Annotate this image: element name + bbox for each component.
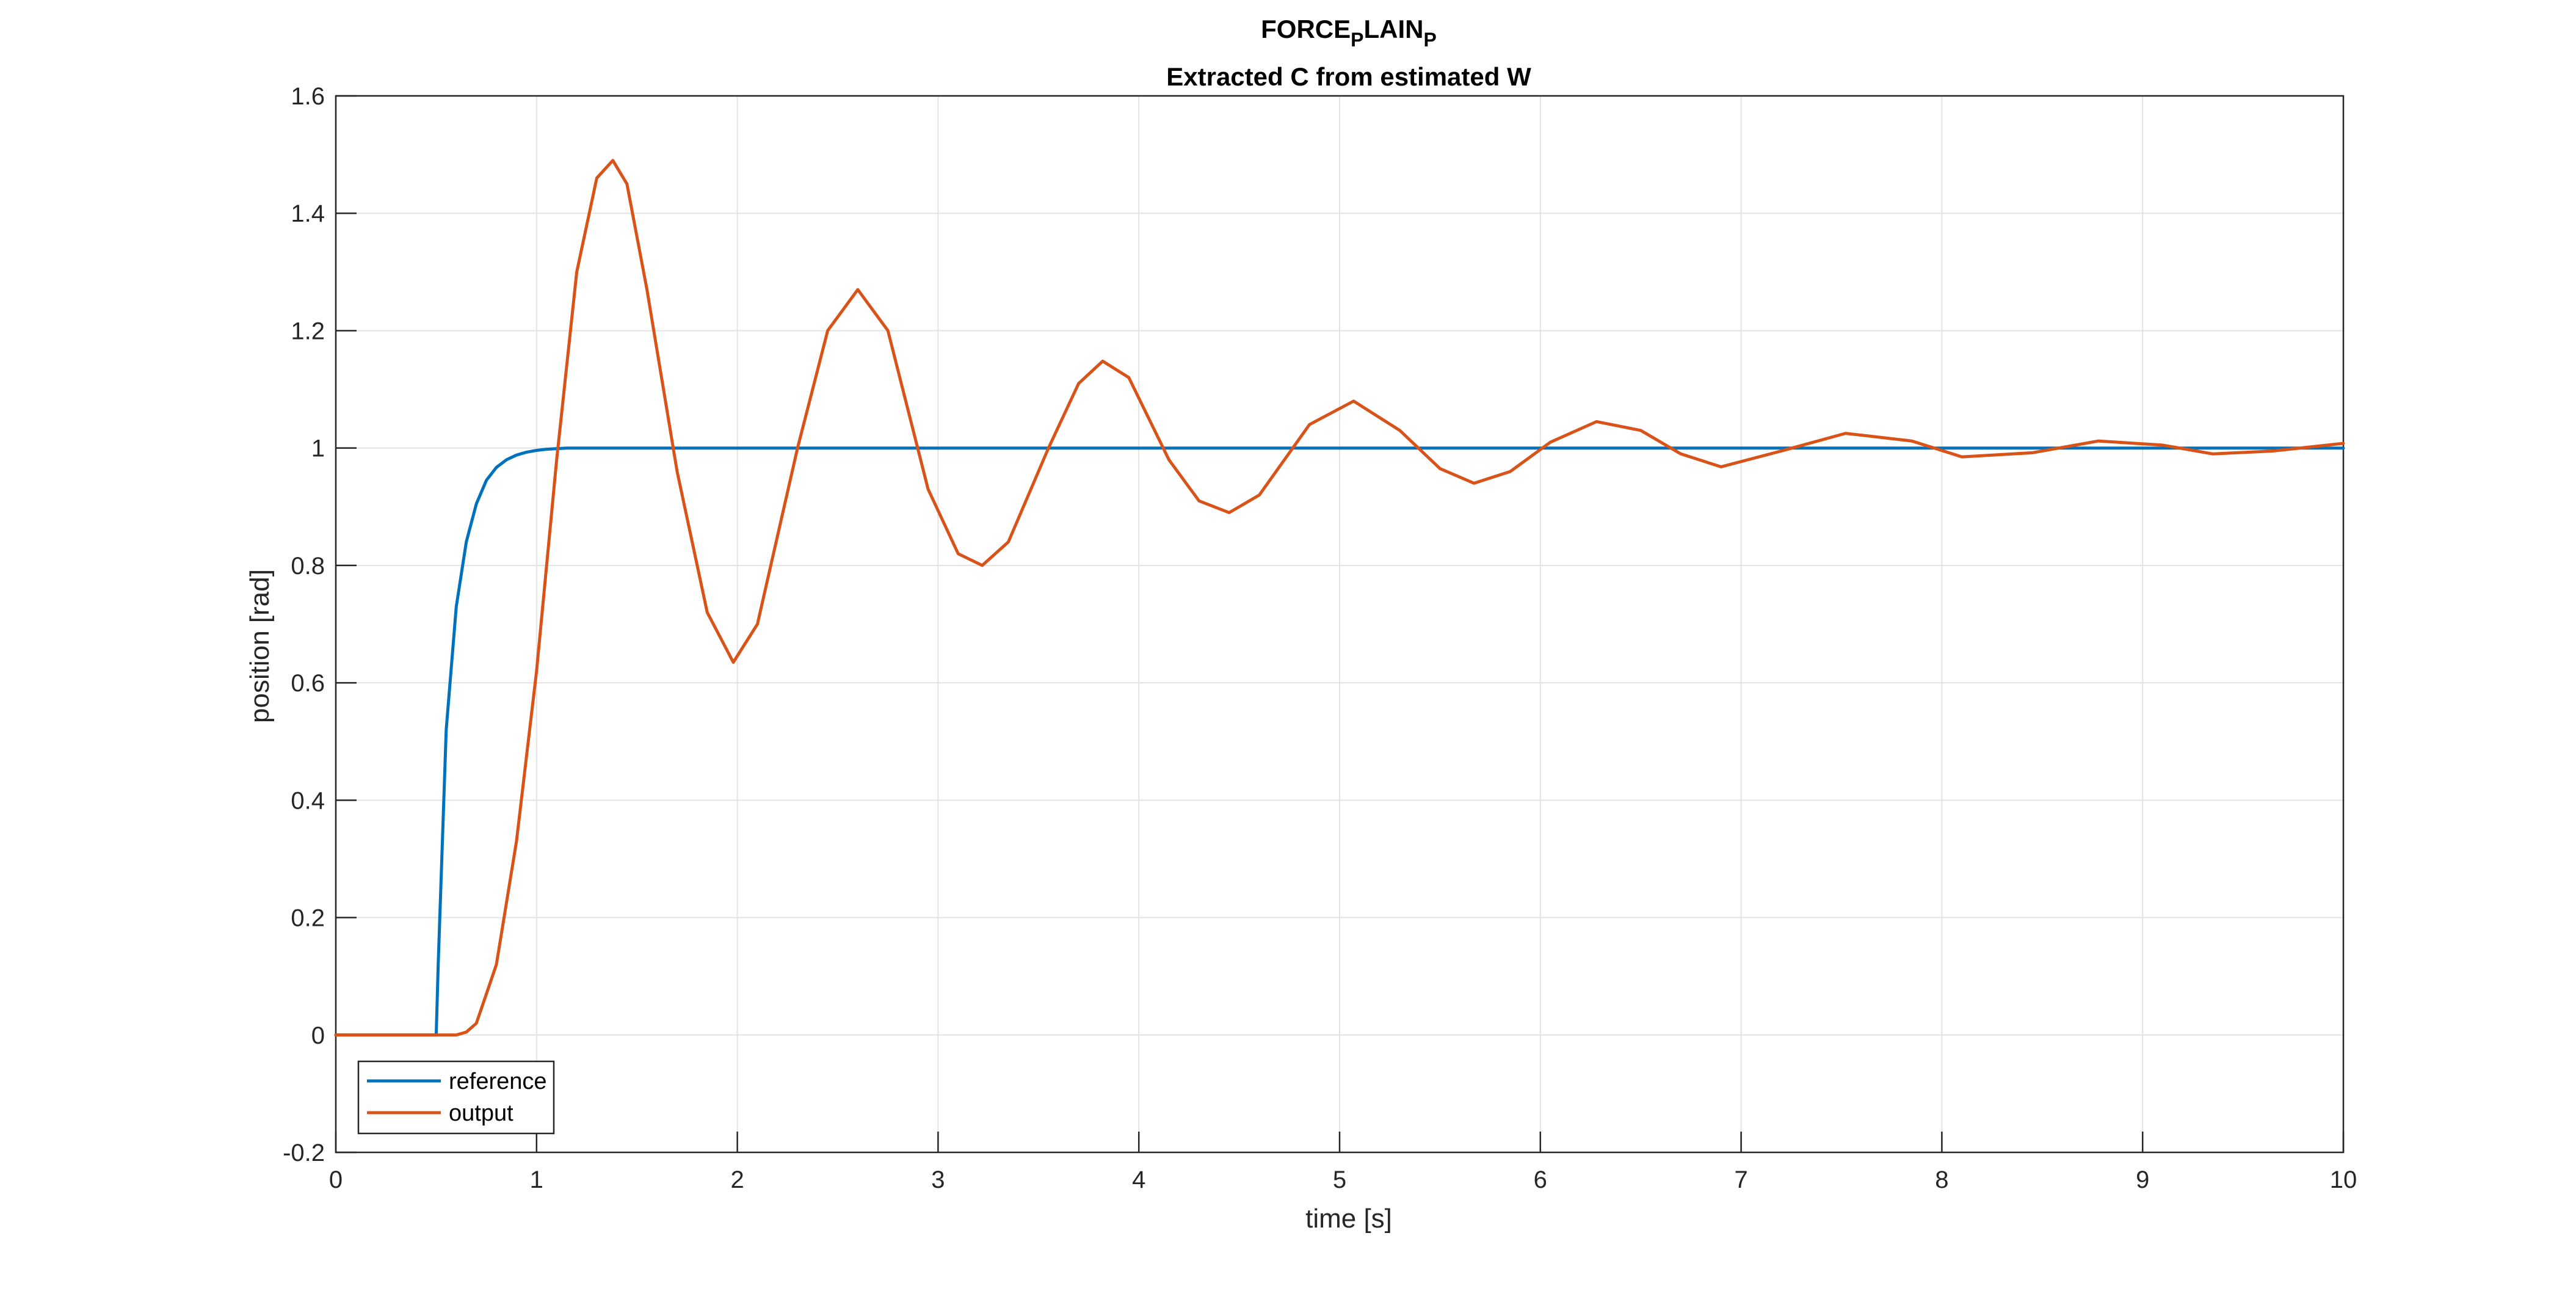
x-tick-label: 0 (329, 1166, 343, 1193)
y-tick-label: 0.8 (291, 553, 325, 580)
title-subscript-1: P (1351, 29, 1363, 51)
axis-ticks: 0 1 2 3 4 5 6 7 8 9 10-0.200.20.40.60.811.21.41.6 (283, 83, 2357, 1193)
x-tick-label: 3 (931, 1166, 945, 1193)
y-tick-label: 1.4 (291, 200, 325, 227)
series-line-reference (334, 446, 2345, 1037)
x-tick-label: 1 (530, 1166, 543, 1193)
x-tick-label: 9 (2136, 1166, 2149, 1193)
legend-box (357, 1060, 555, 1135)
y-axis-label: position [rad] (245, 569, 275, 723)
x-tick-label: 6 (1534, 1166, 1547, 1193)
title-subscript-2: P (1424, 29, 1437, 51)
y-tick-label: 1.2 (291, 318, 325, 344)
x-tick-label: 8 (1935, 1166, 1948, 1193)
x-tick-label: 5 (1333, 1166, 1346, 1193)
grid (335, 95, 2344, 1153)
legend-label-reference: reference (449, 1069, 547, 1094)
x-tick-label: 4 (1132, 1166, 1145, 1193)
y-tick-label: 0.6 (291, 670, 325, 697)
y-tick-label: 0 (311, 1022, 325, 1049)
y-tick-label: -0.2 (283, 1140, 325, 1166)
x-tick-label: 2 (730, 1166, 744, 1193)
y-tick-label: 0.4 (291, 787, 325, 814)
legend-label-output: output (449, 1100, 513, 1126)
title-part-main: FORCE (1261, 15, 1351, 43)
y-tick-label: 0.2 (291, 905, 325, 932)
legend: reference output (357, 1060, 555, 1135)
chart-title: FORCEPLAINP (1261, 15, 1437, 51)
y-tick-label: 1 (311, 435, 325, 462)
series-lines (334, 159, 2345, 1037)
y-tick-label: 1.6 (291, 83, 325, 110)
series-line-output (334, 159, 2345, 1037)
x-axis-label: time [s] (1305, 1204, 1392, 1234)
chart-subtitle: Extracted C from estimated W (1166, 62, 1531, 91)
title-part-mid: LAIN (1364, 15, 1424, 43)
x-tick-label: 7 (1734, 1166, 1747, 1193)
x-tick-label: 10 (2330, 1166, 2357, 1193)
